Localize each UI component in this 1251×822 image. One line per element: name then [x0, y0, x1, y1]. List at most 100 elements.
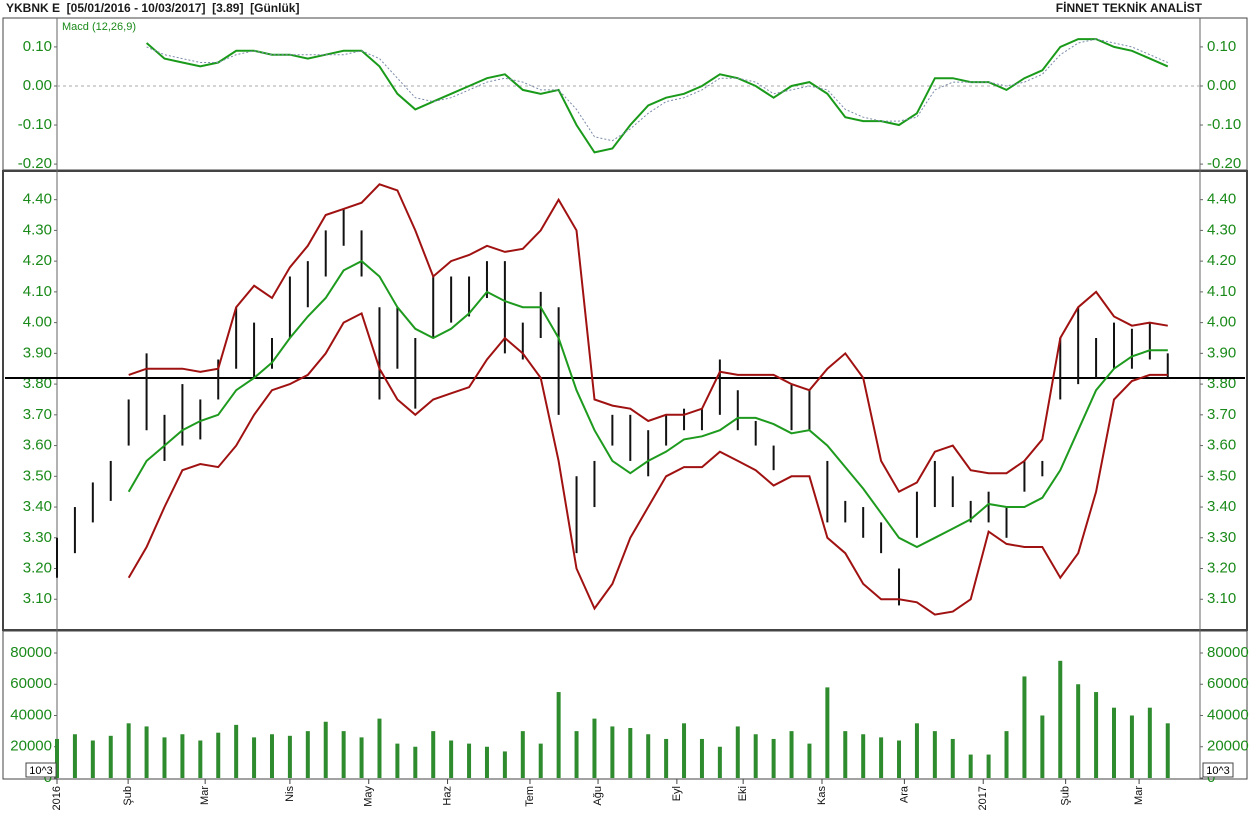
- volume-bar: [520, 731, 525, 778]
- volume-bar: [359, 737, 364, 778]
- volume-bar: [986, 754, 991, 778]
- y-tick-label-right: 80000: [1207, 644, 1249, 661]
- volume-bar: [1022, 676, 1027, 778]
- price-frame: [2, 170, 1248, 631]
- volume-bar: [413, 746, 418, 778]
- volume-bar: [932, 731, 937, 778]
- volume-bar: [180, 734, 185, 778]
- y-tick-label-right: 4.20: [1207, 252, 1236, 269]
- y-tick-label: -0.10: [18, 116, 52, 133]
- volume-bar: [646, 734, 651, 778]
- y-tick-label: 3.90: [23, 344, 52, 361]
- x-tick-label: 2017: [977, 786, 989, 810]
- x-tick-label: Mar: [1133, 786, 1145, 805]
- macd-frame: [2, 17, 1248, 171]
- x-tick-label: May: [363, 786, 375, 807]
- y-tick-label-right: 3.40: [1207, 498, 1236, 515]
- volume-bar: [395, 743, 400, 778]
- y-tick-label: 3.10: [23, 590, 52, 607]
- y-tick-label-right: 3.30: [1207, 529, 1236, 546]
- y-tick-label: 4.00: [23, 314, 52, 331]
- y-tick-label-right: 20000: [1207, 738, 1249, 755]
- volume-bar: [198, 740, 203, 778]
- volume-bar: [628, 728, 633, 778]
- x-tick-label: 2016: [51, 786, 63, 810]
- volume-bar: [234, 724, 239, 778]
- y-tick-label-right: 3.90: [1207, 344, 1236, 361]
- x-tick-label: Mar: [199, 786, 211, 805]
- volume-bar: [771, 738, 776, 778]
- volume-bar: [717, 746, 722, 778]
- multiplier-label: 10^3: [29, 765, 53, 777]
- y-tick-label-right: 4.30: [1207, 221, 1236, 238]
- multiplier-box: [25, 762, 57, 778]
- series-line: [127, 311, 1168, 616]
- volume-bar: [305, 731, 310, 778]
- y-tick-label-right: -0.10: [1207, 116, 1241, 133]
- volume-bar: [950, 738, 955, 778]
- x-tick-label: Şub: [122, 786, 134, 806]
- x-tick-label: Şub: [1060, 786, 1072, 806]
- plots: -0.20 -0.20 -0.10 -0.10 0.00 0.00 0.10 0.10 3.10…: [5, 38, 1249, 810]
- volume-bar: [914, 723, 919, 778]
- volume-bar: [1004, 731, 1009, 778]
- volume-bar: [1040, 715, 1045, 778]
- series-line: [145, 38, 1169, 154]
- volume-bar: [216, 732, 221, 778]
- x-tick-label: Nis: [284, 786, 296, 802]
- multiplier-box-right: [1202, 762, 1234, 778]
- volume-bar: [664, 738, 669, 778]
- volume-bar: [610, 726, 615, 778]
- volume-bar: [90, 740, 95, 778]
- y-tick-label: 3.40: [23, 498, 52, 515]
- volume-bar: [1129, 715, 1134, 778]
- volume-bar: [467, 743, 472, 778]
- y-tick-label-right: 4.00: [1207, 314, 1236, 331]
- y-tick-label: 40000: [10, 706, 52, 723]
- volume-bar: [556, 692, 561, 778]
- volume-bar: [1165, 723, 1170, 778]
- x-tick-label: Ara: [898, 785, 910, 803]
- volume-bar: [484, 746, 489, 778]
- volume-bar: [55, 738, 59, 778]
- series-line: [128, 183, 1168, 494]
- chart-title: YKBNK E [05/01/2016 - 10/03/2017] [3.89]…: [6, 1, 299, 15]
- volume-bar: [592, 718, 597, 778]
- volume-bar: [538, 743, 543, 778]
- volume-bar: [574, 731, 579, 778]
- volume-bar: [144, 726, 149, 778]
- x-tick-label: Eki: [737, 786, 749, 801]
- volume-bar: [323, 721, 328, 778]
- y-tick-label: 4.40: [23, 191, 52, 208]
- y-tick-label: 20000: [10, 738, 52, 755]
- volume-bar: [287, 735, 292, 778]
- volume-bar: [252, 737, 257, 778]
- volume-bar: [861, 734, 866, 778]
- volume-bar: [1076, 684, 1081, 778]
- y-tick-label: 3.70: [23, 406, 52, 423]
- y-tick-label: 0.10: [23, 38, 52, 55]
- volume-bar: [1112, 707, 1117, 778]
- x-tick-label: Haz: [441, 786, 453, 806]
- y-tick-label: 3.80: [23, 375, 52, 392]
- volume-bar: [789, 731, 794, 778]
- volume-bar: [126, 723, 131, 778]
- y-tick-label: 4.30: [23, 221, 52, 238]
- y-tick-label-right: 3.80: [1207, 375, 1236, 392]
- volume-bar: [449, 740, 454, 778]
- y-tick-label-right: 0.10: [1207, 38, 1236, 55]
- series-line: [146, 38, 1168, 142]
- volume-bar: [502, 751, 507, 778]
- volume-bar: [807, 743, 812, 778]
- volume-bar: [843, 731, 848, 778]
- y-tick-label: 3.30: [23, 529, 52, 546]
- y-tick-label-right: -0.20: [1207, 155, 1241, 172]
- volume-bar: [1094, 692, 1099, 778]
- volume-bar: [699, 738, 704, 778]
- x-tick-label: Tem: [524, 786, 536, 807]
- macd-title: Macd (12,26,9): [62, 21, 136, 33]
- y-tick-label-right: 4.40: [1207, 191, 1236, 208]
- volume-bar: [72, 734, 77, 778]
- volume-bar: [1147, 707, 1152, 778]
